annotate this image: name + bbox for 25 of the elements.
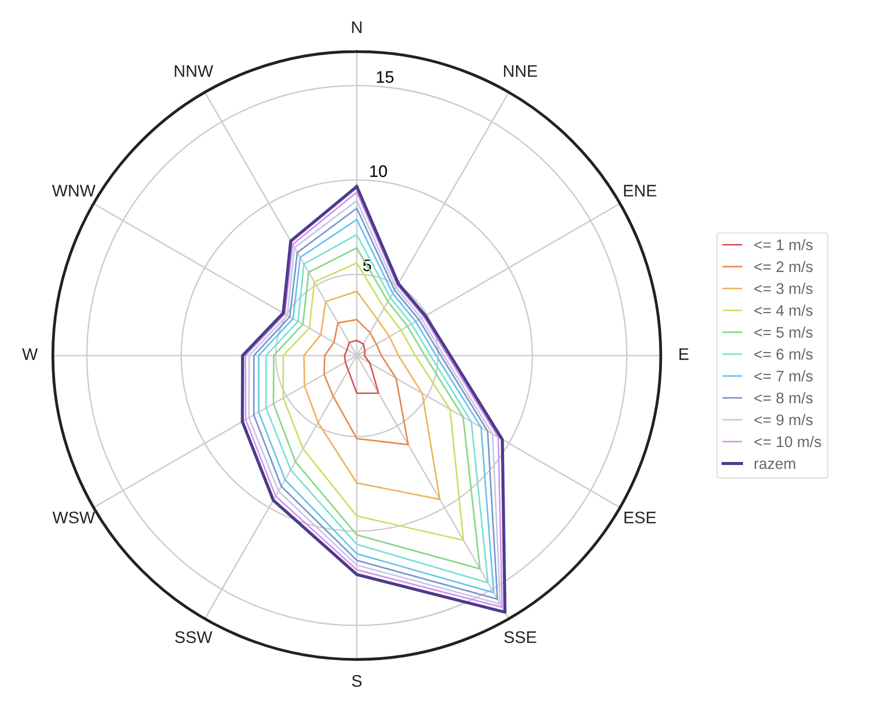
legend-label: razem — [754, 460, 796, 470]
legend-label: <= 7 m/s — [754, 370, 813, 382]
spoke-label: NNE — [504, 65, 538, 77]
y-tick-label: 15 — [376, 71, 394, 83]
spoke-label: NNW — [174, 65, 214, 77]
legend-label: <= 3 m/s — [754, 282, 813, 294]
y-tick-label: 10 — [370, 165, 387, 178]
spoke-label: W — [22, 348, 38, 360]
spoke-label: ENE — [624, 184, 656, 196]
spoke-label: E — [679, 348, 689, 360]
spoke-label: N — [352, 22, 362, 33]
legend-label: <= 9 m/s — [754, 414, 813, 426]
spoke-label: SSE — [504, 631, 536, 644]
legend-label: <= 5 m/s — [754, 326, 813, 338]
legend-label: <= 6 m/s — [754, 348, 813, 360]
spoke-label: WSW — [52, 512, 95, 524]
legend-label: <= 2 m/s — [754, 260, 813, 272]
legend-label: <= 10 m/s — [754, 436, 822, 448]
spoke-label: S — [352, 675, 362, 687]
legend-label: <= 1 m/s — [754, 238, 813, 250]
spoke-label: SSW — [175, 631, 212, 644]
legend-label: <= 8 m/s — [754, 392, 813, 404]
legend-label: <= 4 m/s — [754, 304, 813, 316]
spoke-label: WNW — [52, 184, 96, 196]
spoke-label: ESE — [624, 512, 656, 524]
